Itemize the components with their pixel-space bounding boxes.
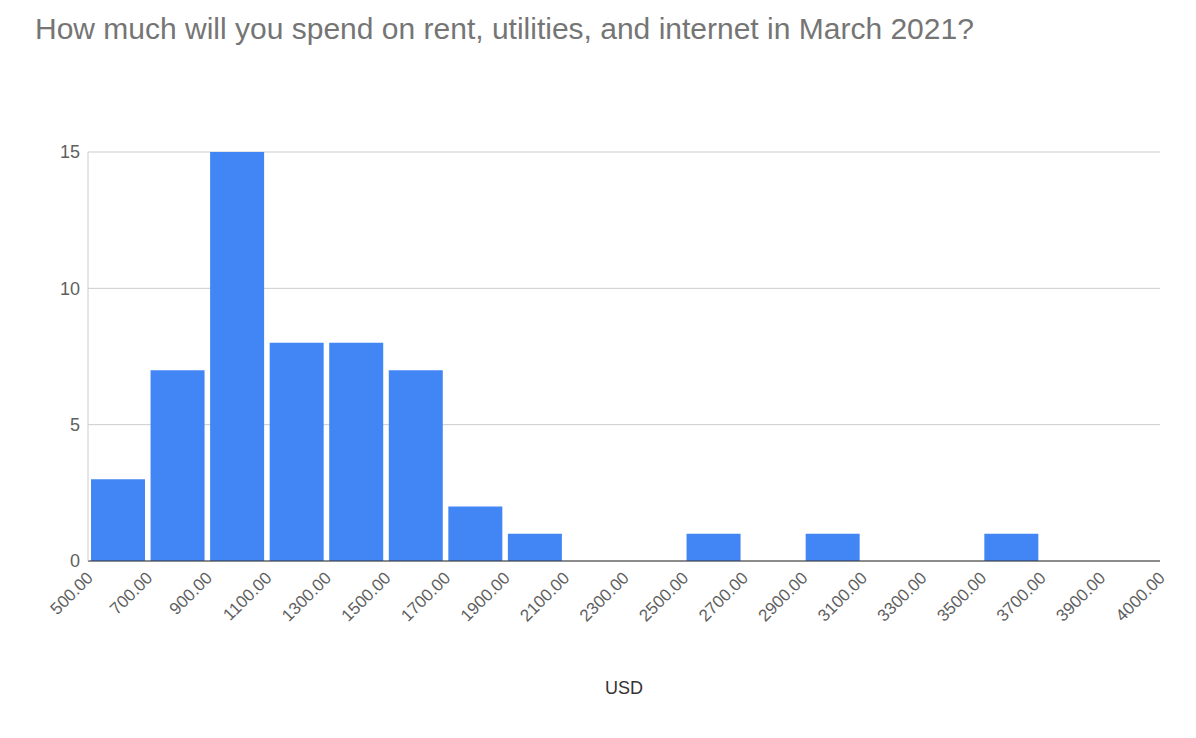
svg-text:1100.00: 1100.00 bbox=[219, 568, 275, 624]
svg-text:3900.00: 3900.00 bbox=[1052, 568, 1109, 625]
svg-text:500.00: 500.00 bbox=[47, 568, 97, 618]
svg-text:3100.00: 3100.00 bbox=[814, 568, 871, 625]
svg-text:3300.00: 3300.00 bbox=[874, 568, 931, 625]
html-text:How much will you spend on ren: How much will you spend on rent, utiliti… bbox=[35, 12, 974, 45]
svg-text:4000.00: 4000.00 bbox=[1112, 568, 1169, 625]
svg-text:2100.00: 2100.00 bbox=[516, 568, 573, 625]
svg-text:3500.00: 3500.00 bbox=[933, 568, 990, 625]
html-text:USD: USD bbox=[605, 678, 643, 698]
svg-text:15: 15 bbox=[60, 142, 80, 162]
svg-text:2300.00: 2300.00 bbox=[576, 568, 633, 625]
svg-text:2700.00: 2700.00 bbox=[695, 568, 752, 625]
svg-text:1300.00: 1300.00 bbox=[278, 568, 335, 625]
svg-text:5: 5 bbox=[70, 415, 80, 435]
svg-text:3700.00: 3700.00 bbox=[993, 568, 1050, 625]
svg-text:2500.00: 2500.00 bbox=[635, 568, 692, 625]
svg-text:0: 0 bbox=[70, 551, 80, 571]
svg-text:1500.00: 1500.00 bbox=[338, 568, 395, 625]
svg-text:1700.00: 1700.00 bbox=[397, 568, 454, 625]
svg-text:1900.00: 1900.00 bbox=[457, 568, 514, 625]
svg-text:900.00: 900.00 bbox=[166, 568, 216, 618]
svg-text:10: 10 bbox=[60, 279, 80, 299]
svg-text:700.00: 700.00 bbox=[106, 568, 156, 618]
svg-text:2900.00: 2900.00 bbox=[755, 568, 812, 625]
